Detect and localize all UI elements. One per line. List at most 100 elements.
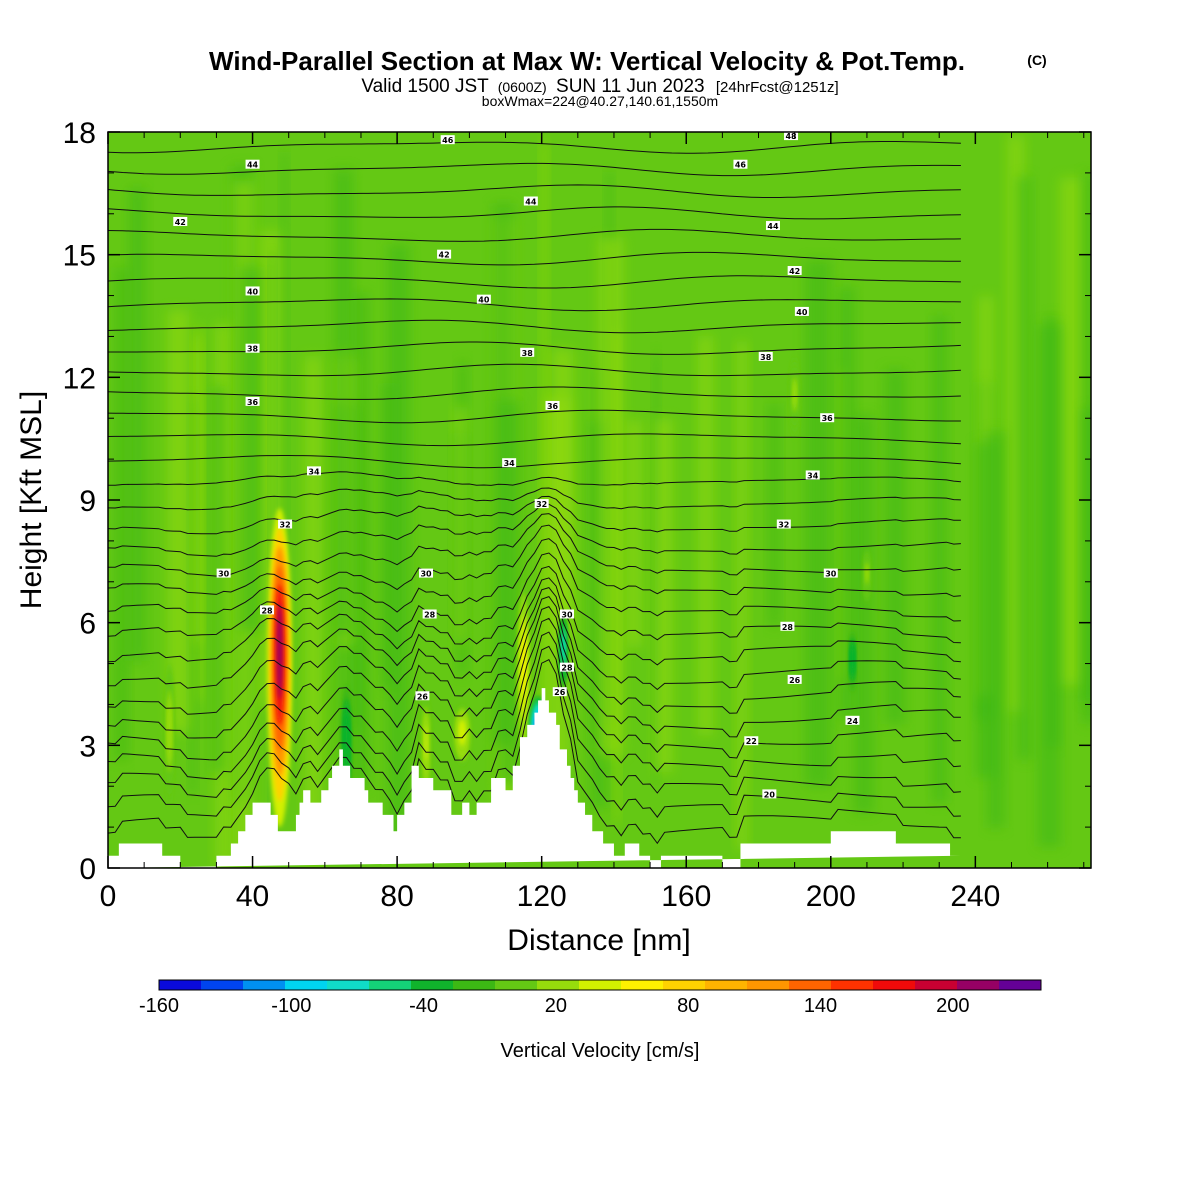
colorbar-tick-label: -160 bbox=[139, 995, 179, 1017]
svg-text:36: 36 bbox=[547, 402, 559, 411]
field-band bbox=[189, 398, 197, 794]
colorbar-swatch bbox=[915, 980, 958, 990]
svg-text:42: 42 bbox=[439, 251, 450, 260]
isentrope-label: 48 bbox=[784, 132, 799, 141]
isentrope-line bbox=[108, 605, 961, 761]
x-tick-label: 240 bbox=[950, 880, 1000, 913]
field-band bbox=[654, 418, 673, 773]
isentrope-line bbox=[108, 659, 961, 845]
copyright-mark: (C) bbox=[1027, 52, 1046, 68]
svg-text:46: 46 bbox=[735, 161, 747, 170]
colorbar: -160 -100 -40 20 80 140 200 bbox=[139, 979, 1042, 1017]
field-band bbox=[496, 400, 521, 784]
colorbar-swatch bbox=[243, 980, 286, 990]
colorbar-swatch bbox=[201, 980, 244, 990]
isentrope-label: 30 bbox=[419, 568, 434, 579]
colorbar-swatch bbox=[747, 980, 790, 990]
field-band bbox=[454, 407, 468, 643]
svg-text:40: 40 bbox=[796, 308, 808, 317]
isentrope-line bbox=[108, 455, 961, 469]
colorbar-swatch bbox=[663, 980, 706, 990]
isentrope-label: 34 bbox=[306, 466, 321, 476]
svg-text:46: 46 bbox=[442, 136, 454, 145]
field-band bbox=[627, 419, 642, 648]
isentrope-label: 40 bbox=[245, 286, 260, 296]
isentrope-label: 42 bbox=[787, 266, 802, 276]
svg-text:42: 42 bbox=[175, 218, 186, 227]
field-band bbox=[1059, 177, 1086, 685]
svg-text:28: 28 bbox=[782, 623, 794, 632]
velocity-plumes bbox=[164, 356, 871, 828]
terrain-profile bbox=[108, 688, 961, 868]
isentrope-label: 26 bbox=[787, 674, 802, 685]
field-band bbox=[986, 431, 1005, 828]
isentrope-label: 36 bbox=[545, 400, 560, 411]
isentrope-label: 40 bbox=[476, 294, 491, 305]
isentrope-line bbox=[108, 433, 961, 447]
isentrope-label: 32 bbox=[776, 519, 791, 530]
field-band bbox=[768, 403, 780, 627]
isentrope-label: 36 bbox=[820, 413, 835, 423]
forecast-info: [24hrFcst@1251z] bbox=[716, 79, 839, 96]
isentrope-label: 42 bbox=[173, 216, 188, 227]
isentrope-label: 38 bbox=[245, 343, 260, 354]
isentrope-line bbox=[108, 409, 961, 424]
plot-area: 44 42 40 38 36 34 32 30 28 46 44 42 40 38 36 34 32 30 28 26… bbox=[108, 132, 1091, 868]
svg-text:26: 26 bbox=[554, 688, 566, 697]
svg-text:36: 36 bbox=[247, 398, 259, 407]
colorbar-swatch bbox=[621, 980, 664, 990]
chart-title: Wind-Parallel Section at Max W: Vertical… bbox=[209, 46, 965, 76]
isentrope-label: 24 bbox=[845, 715, 860, 726]
svg-text:34: 34 bbox=[807, 471, 819, 480]
colorbar-swatch bbox=[579, 980, 622, 990]
colorbar-swatch bbox=[327, 980, 370, 990]
isentrope-label: 44 bbox=[245, 159, 260, 170]
colorbar-tick-label: 80 bbox=[677, 995, 699, 1017]
colorbar-label: Vertical Velocity [cm/s] bbox=[501, 1040, 700, 1062]
isentrope-line bbox=[108, 596, 961, 739]
isentrope-label: 38 bbox=[520, 347, 535, 358]
isentrope-label: 32 bbox=[534, 499, 549, 509]
svg-text:30: 30 bbox=[825, 570, 837, 579]
isentrope-label: 34 bbox=[805, 470, 820, 480]
svg-text:40: 40 bbox=[478, 296, 490, 305]
svg-text:24: 24 bbox=[847, 717, 859, 726]
isentrope-label: 28 bbox=[559, 662, 574, 673]
isentrope-label: 28 bbox=[422, 609, 437, 619]
field-band bbox=[884, 368, 906, 725]
colorbar-swatch bbox=[957, 980, 1000, 990]
isentrope-line bbox=[108, 524, 961, 597]
colorbar-frame bbox=[158, 979, 1042, 991]
field-band bbox=[114, 267, 129, 760]
valid-utc: (0600Z) bbox=[498, 79, 547, 95]
y-tick-label: 12 bbox=[63, 362, 96, 395]
isentrope-label: 44 bbox=[523, 196, 538, 207]
y-tick-label: 18 bbox=[63, 117, 96, 150]
isentrope-line bbox=[108, 645, 961, 818]
svg-text:32: 32 bbox=[280, 521, 291, 530]
isentrope-line bbox=[108, 386, 961, 400]
isentrope-label: 26 bbox=[415, 691, 430, 701]
colorbar-swatch bbox=[495, 980, 538, 990]
field-band bbox=[281, 151, 288, 631]
isentrope-line bbox=[108, 617, 961, 780]
isentrope-line bbox=[108, 552, 961, 644]
x-tick-label: 80 bbox=[380, 880, 413, 913]
isentrope-line bbox=[108, 184, 961, 198]
svg-text:38: 38 bbox=[522, 349, 534, 358]
isentrope-label: 30 bbox=[823, 568, 838, 579]
field-band bbox=[382, 383, 396, 689]
velocity-plume bbox=[164, 663, 175, 807]
isentrope-label: 44 bbox=[765, 221, 780, 231]
isentrope-line bbox=[108, 162, 961, 177]
isentrope-label: 28 bbox=[260, 605, 275, 615]
isentrope-label: 30 bbox=[216, 568, 231, 579]
field-band bbox=[838, 286, 856, 719]
y-tick-label: 9 bbox=[79, 485, 96, 518]
svg-text:48: 48 bbox=[785, 132, 797, 141]
colorbar-swatch bbox=[873, 980, 916, 990]
isentrope-label: 36 bbox=[245, 396, 260, 407]
svg-text:40: 40 bbox=[247, 287, 259, 296]
field-band bbox=[211, 386, 226, 773]
